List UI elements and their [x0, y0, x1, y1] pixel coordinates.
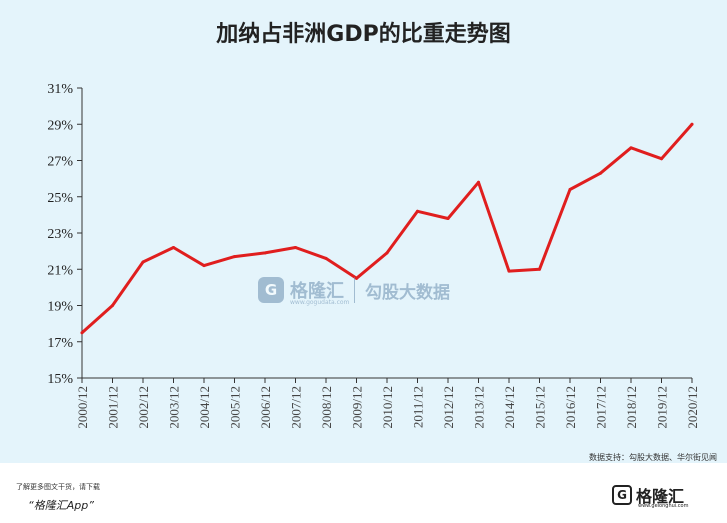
- data-point: [507, 269, 511, 273]
- x-tick-label: 2004/12: [197, 386, 212, 429]
- x-tick-label: 2019/12: [655, 386, 670, 429]
- watermark-divider: [354, 277, 355, 303]
- data-point: [141, 260, 145, 264]
- x-tick-label: 2020/12: [685, 386, 700, 429]
- y-tick-label: 19%: [47, 300, 73, 315]
- chart-panel: [0, 0, 727, 463]
- chart-title: 加纳占非洲GDP的比重走势图: [216, 22, 511, 47]
- x-tick-label: 2016/12: [563, 386, 578, 429]
- x-tick-label: 2018/12: [624, 386, 639, 429]
- data-point: [263, 251, 267, 255]
- watermark-url: www.gogudata.com: [290, 299, 350, 306]
- data-point: [568, 188, 572, 191]
- x-tick-label: 2010/12: [380, 386, 395, 429]
- data-point: [385, 251, 389, 255]
- data-point: [477, 180, 480, 184]
- y-tick-label: 25%: [47, 191, 73, 206]
- data-point: [416, 209, 419, 213]
- x-tick-label: 2008/12: [319, 386, 334, 429]
- data-point: [172, 246, 175, 249]
- brand-logo-icon: G: [612, 485, 632, 505]
- line-chart: 15% 17% 19% 21% 23% 25% 27% 29% 31% 2000/12 2001/1…: [47, 82, 700, 429]
- y-tick-label: 27%: [47, 155, 73, 170]
- brand-url: www.gelonghui.com: [638, 503, 689, 509]
- watermark-name: 格隆汇: [290, 281, 344, 302]
- data-point: [294, 246, 297, 249]
- data-point: [80, 331, 84, 335]
- y-tick-label: 15%: [47, 372, 73, 387]
- y-tick-label: 21%: [47, 263, 73, 278]
- x-tick-label: 2012/12: [441, 386, 456, 429]
- promo-line-2: “格隆汇App”: [28, 499, 94, 512]
- gelonghui-logo-icon: G: [258, 277, 284, 303]
- x-tick-label: 2017/12: [594, 386, 609, 429]
- x-tick-label: 2011/12: [411, 386, 426, 428]
- data-point: [355, 276, 358, 280]
- x-tick-label: 2013/12: [472, 386, 487, 429]
- data-point: [111, 304, 114, 307]
- x-tick-label: 2007/12: [289, 386, 304, 429]
- y-tick-label: 29%: [47, 118, 73, 133]
- data-point: [690, 122, 694, 126]
- data-point: [660, 157, 663, 161]
- brand[interactable]: G 格隆汇 www.gelonghui.com: [612, 483, 688, 509]
- brand-name: 格隆汇: [636, 487, 685, 506]
- promo-line-1: 了解更多图文干货，请下载: [16, 483, 100, 491]
- data-point: [629, 146, 633, 150]
- x-tick-label: 2000/12: [75, 386, 90, 429]
- data-source: 数据支持：勾股大数据、华尔街见闻: [589, 453, 717, 462]
- x-tick-label: 2005/12: [228, 386, 243, 429]
- data-point: [538, 267, 541, 271]
- data-point: [202, 264, 206, 268]
- watermark-sub: 勾股大数据: [365, 282, 450, 303]
- data-point: [324, 256, 328, 260]
- y-tick-label: 23%: [47, 227, 73, 242]
- data-point: [599, 171, 602, 175]
- x-tick-label: 2015/12: [533, 386, 548, 429]
- x-tick-label: 2002/12: [136, 386, 151, 429]
- data-point: [233, 255, 236, 259]
- y-tick-label: 17%: [47, 336, 73, 351]
- data-point: [446, 217, 450, 220]
- x-tick-label: 2003/12: [167, 386, 182, 429]
- x-tick-label: 2001/12: [106, 386, 121, 429]
- x-tick-label: 2014/12: [502, 386, 517, 429]
- y-tick-label: 31%: [47, 82, 73, 97]
- x-tick-label: 2009/12: [350, 386, 365, 429]
- x-tick-label: 2006/12: [258, 386, 273, 429]
- watermark: G 格隆汇 勾股大数据 www.gogudata.com: [258, 277, 450, 306]
